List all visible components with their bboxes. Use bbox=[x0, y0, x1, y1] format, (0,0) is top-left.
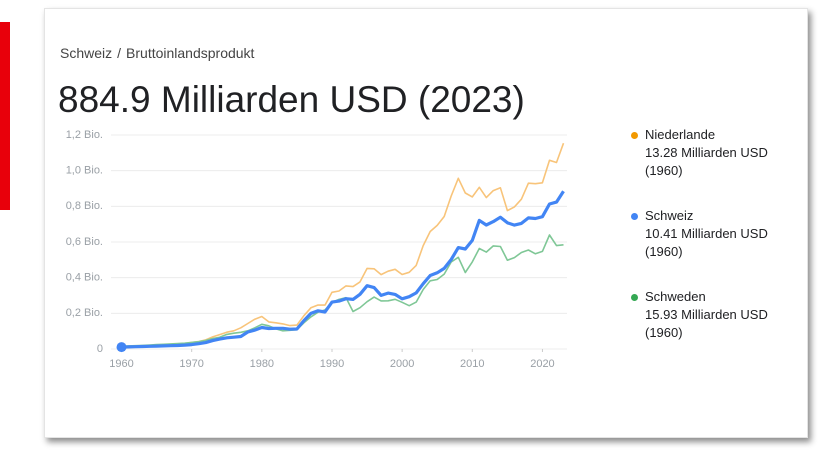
legend-item[interactable]: Schweiz 10.41 Milliarden USD (1960) bbox=[631, 207, 771, 261]
breadcrumb-item: Bruttoinlandsprodukt bbox=[126, 45, 255, 61]
legend-name: Schweiz bbox=[645, 208, 694, 223]
breadcrumb: Schweiz / Bruttoinlandsprodukt bbox=[60, 45, 259, 61]
series-line bbox=[121, 190, 565, 349]
card: Schweiz / Bruttoinlandsprodukt 884.9 Milli… bbox=[44, 8, 808, 438]
legend-item[interactable]: Schweden 15.93 Milliarden USD (1960) bbox=[631, 288, 771, 342]
legend-name: Niederlande bbox=[645, 127, 716, 142]
x-tick-label: 1960 bbox=[109, 358, 133, 370]
legend-value: 15.93 Milliarden USD (1960) bbox=[645, 307, 768, 340]
y-tick-label: 0,8 Bio. bbox=[66, 200, 103, 212]
series-line bbox=[121, 234, 564, 347]
x-tick-label: 1990 bbox=[320, 358, 344, 370]
legend: Niederlande 13.28 Milliarden USD (1960) Sc… bbox=[631, 126, 771, 369]
legend-name: Schweden bbox=[645, 289, 706, 304]
breadcrumb-item[interactable]: Schweiz bbox=[60, 45, 113, 61]
legend-value: 10.41 Milliarden USD (1960) bbox=[645, 226, 768, 259]
legend-dot bbox=[631, 213, 638, 220]
legend-value: 13.28 Milliarden USD (1960) bbox=[645, 145, 768, 178]
headline: 884.9 Milliarden USD (2023) bbox=[58, 79, 525, 120]
x-tick-label: 2010 bbox=[460, 358, 484, 370]
chart: 0 0,2 Bio. 0,4 Bio. 0,6 Bio. 0,8 Bio. 1,0 Bio… bbox=[66, 129, 567, 370]
legend-dot bbox=[631, 294, 638, 301]
x-tick-label: 1970 bbox=[179, 358, 203, 370]
y-tick-label: 0,2 Bio. bbox=[66, 307, 103, 319]
series-line bbox=[121, 142, 565, 348]
y-tick-label: 0 bbox=[97, 343, 103, 355]
red-bar bbox=[0, 22, 10, 210]
y-tick-label: 1,2 Bio. bbox=[66, 129, 103, 141]
y-tick-label: 0,6 Bio. bbox=[66, 236, 103, 248]
start-point bbox=[116, 342, 127, 353]
legend-dot bbox=[631, 132, 638, 139]
x-tick-label: 1980 bbox=[250, 358, 274, 370]
legend-item[interactable]: Niederlande 13.28 Milliarden USD (1960) bbox=[631, 126, 771, 180]
breadcrumb-sep: / bbox=[117, 45, 122, 61]
x-tick-label: 2020 bbox=[530, 358, 554, 370]
y-tick-label: 1,0 Bio. bbox=[66, 165, 103, 177]
y-tick-label: 0,4 Bio. bbox=[66, 272, 103, 284]
x-tick-label: 2000 bbox=[390, 358, 414, 370]
